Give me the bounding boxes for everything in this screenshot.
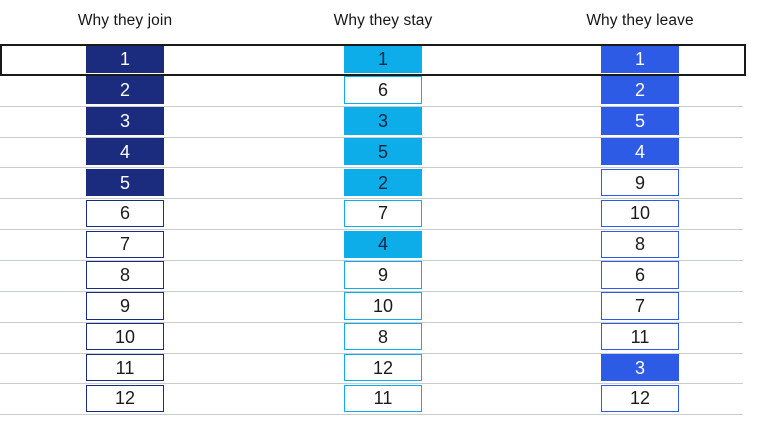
- rank-cell: 2: [86, 76, 164, 104]
- row-separator-line: [0, 136, 743, 138]
- rank-cell: 5: [601, 107, 679, 135]
- rank-cell: 4: [86, 137, 164, 166]
- rank-cell: 6: [344, 76, 422, 104]
- row-separator-line: [0, 229, 743, 231]
- rank-cell: 1: [344, 45, 422, 73]
- row-separator-line: [0, 290, 743, 292]
- rank-cell: 7: [601, 292, 679, 320]
- rank-cell: 3: [86, 107, 164, 135]
- rank-cell: 7: [86, 230, 164, 258]
- rank-cell: 3: [344, 107, 422, 135]
- rank-cell: 9: [601, 168, 679, 197]
- row-separator-line: [0, 321, 743, 323]
- rank-cell: 1: [601, 45, 679, 73]
- rank-cell: 4: [344, 230, 422, 258]
- rank-cell: 10: [601, 199, 679, 228]
- rank-cell: 1: [86, 45, 164, 73]
- row-separator-line: [0, 167, 743, 169]
- row-separator-line: [0, 198, 743, 200]
- rank-cell: 12: [344, 353, 422, 382]
- rank-cell: 6: [601, 261, 679, 289]
- rank-cell: 6: [86, 199, 164, 228]
- column-header-leave: Why they leave: [586, 12, 694, 29]
- rank-cell: 8: [601, 230, 679, 258]
- rank-cell: 5: [344, 137, 422, 166]
- row-separator-line: [0, 414, 743, 416]
- rank-cell: 7: [344, 199, 422, 228]
- rank-cell: 2: [344, 168, 422, 197]
- rank-cell: 2: [601, 76, 679, 104]
- rank-cell: 4: [601, 137, 679, 166]
- rank-cell: 11: [344, 384, 422, 413]
- rank-cell: 11: [86, 353, 164, 382]
- row-separator-line: [0, 259, 743, 261]
- column-header-stay: Why they stay: [333, 12, 433, 29]
- rank-cell: 9: [344, 261, 422, 289]
- rank-cell: 8: [86, 261, 164, 289]
- rank-cell: 9: [86, 292, 164, 320]
- column-header-join: Why they join: [77, 12, 173, 29]
- row-separator-line: [0, 105, 743, 107]
- rank-cell: 10: [86, 323, 164, 351]
- rank-cell: 5: [86, 168, 164, 197]
- rank-cell: 3: [601, 353, 679, 382]
- rank-cell: 12: [601, 384, 679, 413]
- row-separator-line: [0, 383, 743, 385]
- rank-cell: 12: [86, 384, 164, 413]
- rank-cell: 11: [601, 323, 679, 351]
- row-separator-line: [0, 352, 743, 354]
- rank-cell: 10: [344, 292, 422, 320]
- rank-cell: 8: [344, 323, 422, 351]
